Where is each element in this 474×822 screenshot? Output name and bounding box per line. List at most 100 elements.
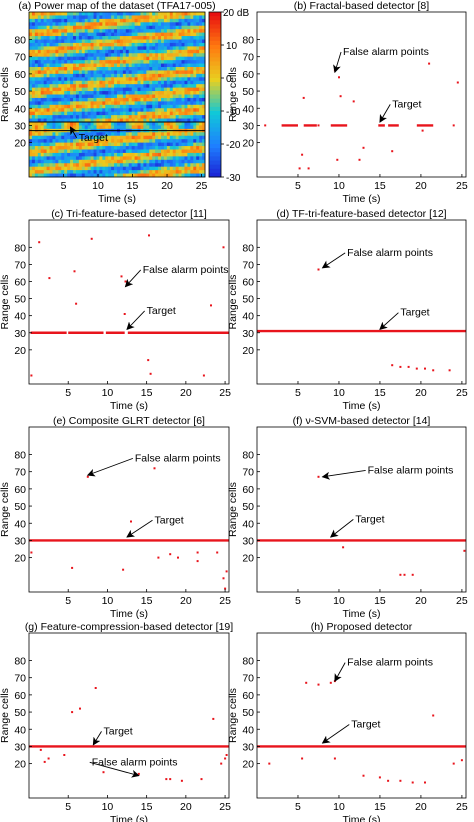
- colorbar-segment: [209, 131, 221, 137]
- heatmap-cell: [64, 25, 68, 30]
- heatmap-cell: [99, 142, 103, 147]
- heatmap-cell: [202, 63, 206, 68]
- heatmap-cell: [196, 163, 200, 168]
- heatmap-cell: [34, 170, 39, 174]
- heatmap-cell: [61, 39, 65, 44]
- heatmap-cell: [181, 84, 185, 89]
- heatmap-cell: [31, 163, 36, 168]
- heatmap-cell: [64, 139, 68, 144]
- heatmap-cell: [67, 70, 71, 75]
- heatmap-cell: [31, 73, 36, 78]
- heatmap-cell: [43, 166, 47, 171]
- heatmap-cell: [114, 166, 118, 171]
- heatmap-cell: [55, 29, 59, 34]
- heatmap-cell: [73, 146, 77, 150]
- heatmap-cell: [166, 39, 171, 44]
- heatmap-cell: [73, 60, 77, 64]
- heatmap-cell: [128, 142, 133, 147]
- heatmap-cell: [73, 152, 77, 157]
- heatmap-cell: [134, 91, 138, 95]
- heatmap-cell: [55, 159, 59, 164]
- annotation-arrow: [89, 761, 140, 778]
- heatmap-cell: [122, 163, 127, 168]
- heatmap-cell: [131, 101, 135, 106]
- heatmap-cell: [31, 15, 36, 20]
- heatmap-cell: [117, 91, 121, 95]
- heatmap-cell: [29, 56, 33, 61]
- heatmap-cell: [122, 12, 127, 16]
- heatmap-cell: [93, 56, 97, 61]
- heatmap-cell: [31, 12, 36, 16]
- heatmap-cell: [29, 25, 33, 30]
- heatmap-cell: [46, 46, 50, 51]
- heatmap-cell: [149, 159, 153, 164]
- heatmap-cell: [134, 149, 138, 154]
- heatmap-cell: [125, 108, 130, 113]
- heatmap-cell: [117, 15, 121, 20]
- heatmap-cell: [122, 49, 127, 54]
- heatmap-cell: [31, 39, 36, 44]
- heatmap-cell: [111, 97, 115, 102]
- heatmap-cell: [137, 70, 141, 75]
- heatmap-cell: [163, 94, 168, 99]
- heatmap-cell: [196, 149, 200, 154]
- false-alarm-point: [428, 62, 431, 65]
- heatmap-cell: [137, 173, 141, 178]
- heatmap-cell: [34, 12, 39, 16]
- heatmap-cell: [134, 22, 138, 27]
- heatmap-cell: [140, 60, 144, 64]
- heatmap-cell: [87, 97, 91, 102]
- heatmap-cell: [96, 111, 100, 116]
- heatmap-cell: [181, 146, 185, 150]
- heatmap-cell: [40, 142, 45, 147]
- heatmap-cell: [158, 132, 162, 137]
- heatmap-cell: [163, 29, 168, 34]
- heatmap-cell: [149, 139, 153, 144]
- heatmap-cell: [181, 42, 185, 47]
- heatmap-cell: [166, 12, 171, 16]
- heatmap-cell: [131, 46, 135, 51]
- heatmap-cell: [131, 67, 135, 71]
- heatmap-cell: [49, 111, 53, 116]
- heatmap-cell: [52, 25, 56, 30]
- heatmap-cell: [146, 46, 150, 51]
- heatmap-cell: [125, 18, 130, 23]
- heatmap-cell: [111, 67, 115, 71]
- heatmap-cell: [37, 60, 42, 64]
- heatmap-cell: [172, 118, 177, 123]
- heatmap-cell: [134, 166, 138, 171]
- heatmap-cell: [81, 173, 86, 178]
- heatmap-cell: [78, 56, 83, 61]
- heatmap-cell: [67, 56, 71, 61]
- heatmap-cell: [93, 36, 97, 40]
- heatmap-cell: [49, 146, 53, 150]
- heatmap-cell: [99, 125, 103, 130]
- heatmap-cell: [46, 163, 50, 168]
- heatmap-cell: [78, 166, 83, 171]
- heatmap-cell: [128, 60, 133, 64]
- heatmap-cell: [75, 118, 80, 123]
- heatmap-cell: [105, 97, 109, 102]
- heatmap-cell: [46, 152, 50, 157]
- heatmap-cell: [114, 91, 118, 95]
- heatmap-cell: [196, 80, 200, 85]
- heatmap-cell: [70, 73, 74, 78]
- heatmap-cell: [90, 104, 94, 109]
- heatmap-cell: [134, 84, 138, 89]
- heatmap-cell: [169, 142, 174, 147]
- heatmap-cell: [140, 111, 144, 116]
- heatmap-cell: [178, 135, 182, 140]
- heatmap-cell: [96, 163, 100, 168]
- heatmap-cell: [67, 25, 71, 30]
- heatmap-cell: [105, 104, 109, 109]
- heatmap-cell: [122, 46, 127, 51]
- false-alarm-point: [90, 237, 93, 240]
- heatmap-cell: [87, 135, 91, 140]
- heatmap-cell: [34, 115, 39, 119]
- heatmap-cell: [34, 22, 39, 27]
- heatmap-cell: [46, 29, 50, 34]
- heatmap-cell: [117, 146, 121, 150]
- heatmap-cell: [78, 70, 83, 75]
- heatmap-cell: [87, 18, 91, 23]
